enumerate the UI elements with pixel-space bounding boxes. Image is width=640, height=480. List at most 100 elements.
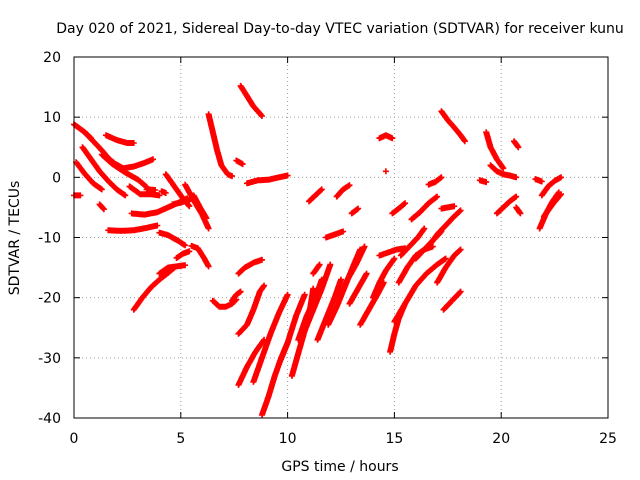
data-mark [438, 108, 468, 145]
data-mark [143, 186, 159, 193]
series-arc62 [376, 132, 396, 142]
data-mark [540, 191, 564, 220]
series-arc28 [237, 82, 265, 119]
x-tick-label: 25 [599, 431, 617, 447]
data-mark [73, 159, 105, 193]
series-arc68 [476, 177, 490, 186]
data-mark [493, 193, 520, 217]
x-tick-label: 10 [279, 431, 297, 447]
series-arc31 [235, 336, 268, 388]
data-mark [511, 138, 522, 151]
data-mark [487, 162, 520, 181]
series-arc06 [96, 201, 107, 213]
data-mark [244, 172, 291, 187]
data-mark [233, 157, 246, 168]
data-mark [314, 276, 344, 343]
data-mark [79, 144, 129, 199]
data-mark [306, 186, 325, 205]
series-arc59 [333, 182, 353, 200]
series-arc13 [105, 222, 161, 234]
series-arc32 [235, 282, 268, 337]
series-arc48 [397, 225, 428, 259]
series-arc67 [487, 162, 520, 181]
data-mark [190, 192, 210, 222]
series-arc38 [301, 261, 334, 334]
y-tick-label: 0 [52, 170, 61, 186]
y-axis-label: SDTVAR / TECUs [7, 181, 23, 296]
data-mark [235, 282, 268, 337]
series-arc53 [434, 246, 464, 286]
series-arc10 [126, 183, 163, 199]
y-tick-label: 20 [43, 50, 61, 66]
data-mark [391, 255, 449, 325]
data-mark [103, 132, 137, 146]
series-arc30 [235, 256, 265, 277]
data-mark [483, 129, 507, 172]
series-arc07 [103, 132, 137, 146]
data-mark [333, 182, 353, 200]
series-arc52 [425, 207, 464, 250]
series-arc63 [382, 168, 389, 175]
series-arc71 [513, 204, 524, 217]
data-mark [173, 248, 193, 261]
y-tick-label: 10 [43, 110, 61, 126]
data-points [71, 82, 564, 418]
data-mark [130, 264, 178, 313]
series-arc57 [323, 228, 347, 241]
data-mark [235, 336, 268, 388]
series-arc20 [130, 264, 178, 313]
data-mark [235, 256, 265, 277]
series-arc45 [370, 255, 398, 301]
data-mark [389, 200, 409, 217]
series-arc60 [306, 186, 325, 205]
data-mark [301, 261, 334, 334]
data-mark [323, 228, 347, 241]
series-arc14 [158, 188, 169, 196]
x-axis-label: GPS time / hours [281, 459, 398, 475]
data-mark [408, 193, 441, 223]
series-arc55 [438, 203, 458, 212]
series-arc27 [233, 157, 246, 168]
series-arc03 [79, 144, 129, 199]
data-mark [376, 245, 409, 259]
data-mark [237, 82, 265, 119]
axes: 0 5 10 15 20 25 -40 -30 -20 -10 0 10 20 [38, 50, 617, 447]
series-arc18 [169, 196, 195, 208]
y-tick-label: -40 [38, 411, 61, 427]
data-mark [250, 291, 291, 385]
series-arc56 [408, 193, 441, 223]
series-arc69 [511, 138, 522, 151]
data-mark [169, 196, 195, 208]
data-mark [310, 261, 323, 277]
series-arc22 [173, 248, 193, 261]
series-arc39 [310, 261, 323, 277]
series-arc40 [314, 276, 344, 343]
series-arc19 [156, 229, 189, 249]
series-arc23 [188, 242, 212, 270]
data-mark [425, 174, 445, 188]
data-mark [382, 168, 389, 175]
series-arc61 [389, 200, 409, 217]
series-arc73 [538, 174, 564, 199]
data-mark [105, 222, 161, 234]
data-mark [158, 188, 169, 196]
data-mark [440, 288, 464, 313]
series-arc29 [244, 172, 291, 187]
series-arc75 [540, 191, 564, 220]
series-arc21 [156, 262, 189, 277]
series-arc54 [440, 288, 464, 313]
data-mark [538, 174, 564, 199]
series-arc34 [250, 291, 291, 385]
x-tick-label: 20 [492, 431, 510, 447]
series-arc65 [438, 108, 468, 145]
data-mark [96, 201, 107, 213]
data-mark [205, 111, 236, 180]
y-tick-label: -30 [38, 351, 61, 367]
data-mark [532, 176, 545, 185]
data-mark [397, 225, 428, 259]
chart-title: Day 020 of 2021, Sidereal Day-to-day VTE… [56, 21, 624, 37]
data-mark [370, 255, 398, 301]
data-mark [126, 183, 163, 199]
data-mark [438, 203, 458, 212]
